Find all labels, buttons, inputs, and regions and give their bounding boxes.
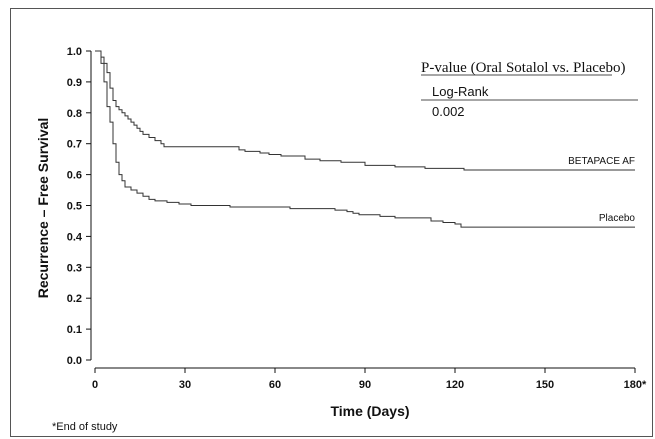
series-line-placebo [95,50,635,228]
y-tick-label: 0.1 [67,324,82,336]
x-tick-label: 120 [446,379,464,391]
footnote: *End of study [52,421,118,433]
y-axis-title: Recurrence – Free Survival [35,118,51,299]
x-axis-ticks: 0 30 60 90 120 150 180* [92,368,647,391]
y-tick-label: 0.6 [67,170,82,182]
x-tick-label: 60 [269,379,281,391]
inset-title: P-value (Oral Sotalol vs. Placebo) [421,60,626,76]
pvalue-inset: P-value (Oral Sotalol vs. Placebo) Log-R… [421,60,638,119]
y-tick-label: 0.8 [67,108,82,120]
x-tick-label: 90 [359,379,371,391]
y-tick-label: 0.4 [67,231,83,243]
x-tick-label: 30 [179,379,191,391]
y-axis-ticks: 0.0 0.1 0.2 0.3 0.4 0.5 0.6 0.7 0.8 0.9 1.0 [67,46,91,367]
x-tick-label: 180* [624,379,647,391]
series-label: Placebo [599,213,636,224]
series-labels: BETAPACE AF Placebo [568,156,635,224]
y-tick-label: 0.9 [67,77,82,89]
x-tick-label: 0 [92,379,98,391]
y-tick-label: 0.2 [67,293,82,305]
x-axis-title: Time (Days) [330,403,409,419]
figure-frame [10,8,653,437]
y-tick-label: 0.5 [67,201,82,213]
inset-test-label: Log-Rank [432,84,489,99]
y-tick-label: 1.0 [67,46,82,58]
y-tick-label: 0.0 [67,355,82,367]
series-lines [95,50,635,228]
x-tick-label: 150 [536,379,554,391]
series-label: BETAPACE AF [568,156,635,167]
inset-p-value: 0.002 [432,104,465,119]
y-tick-label: 0.7 [67,139,82,151]
series-line-betapace-af [95,50,635,171]
y-tick-label: 0.3 [67,262,82,274]
